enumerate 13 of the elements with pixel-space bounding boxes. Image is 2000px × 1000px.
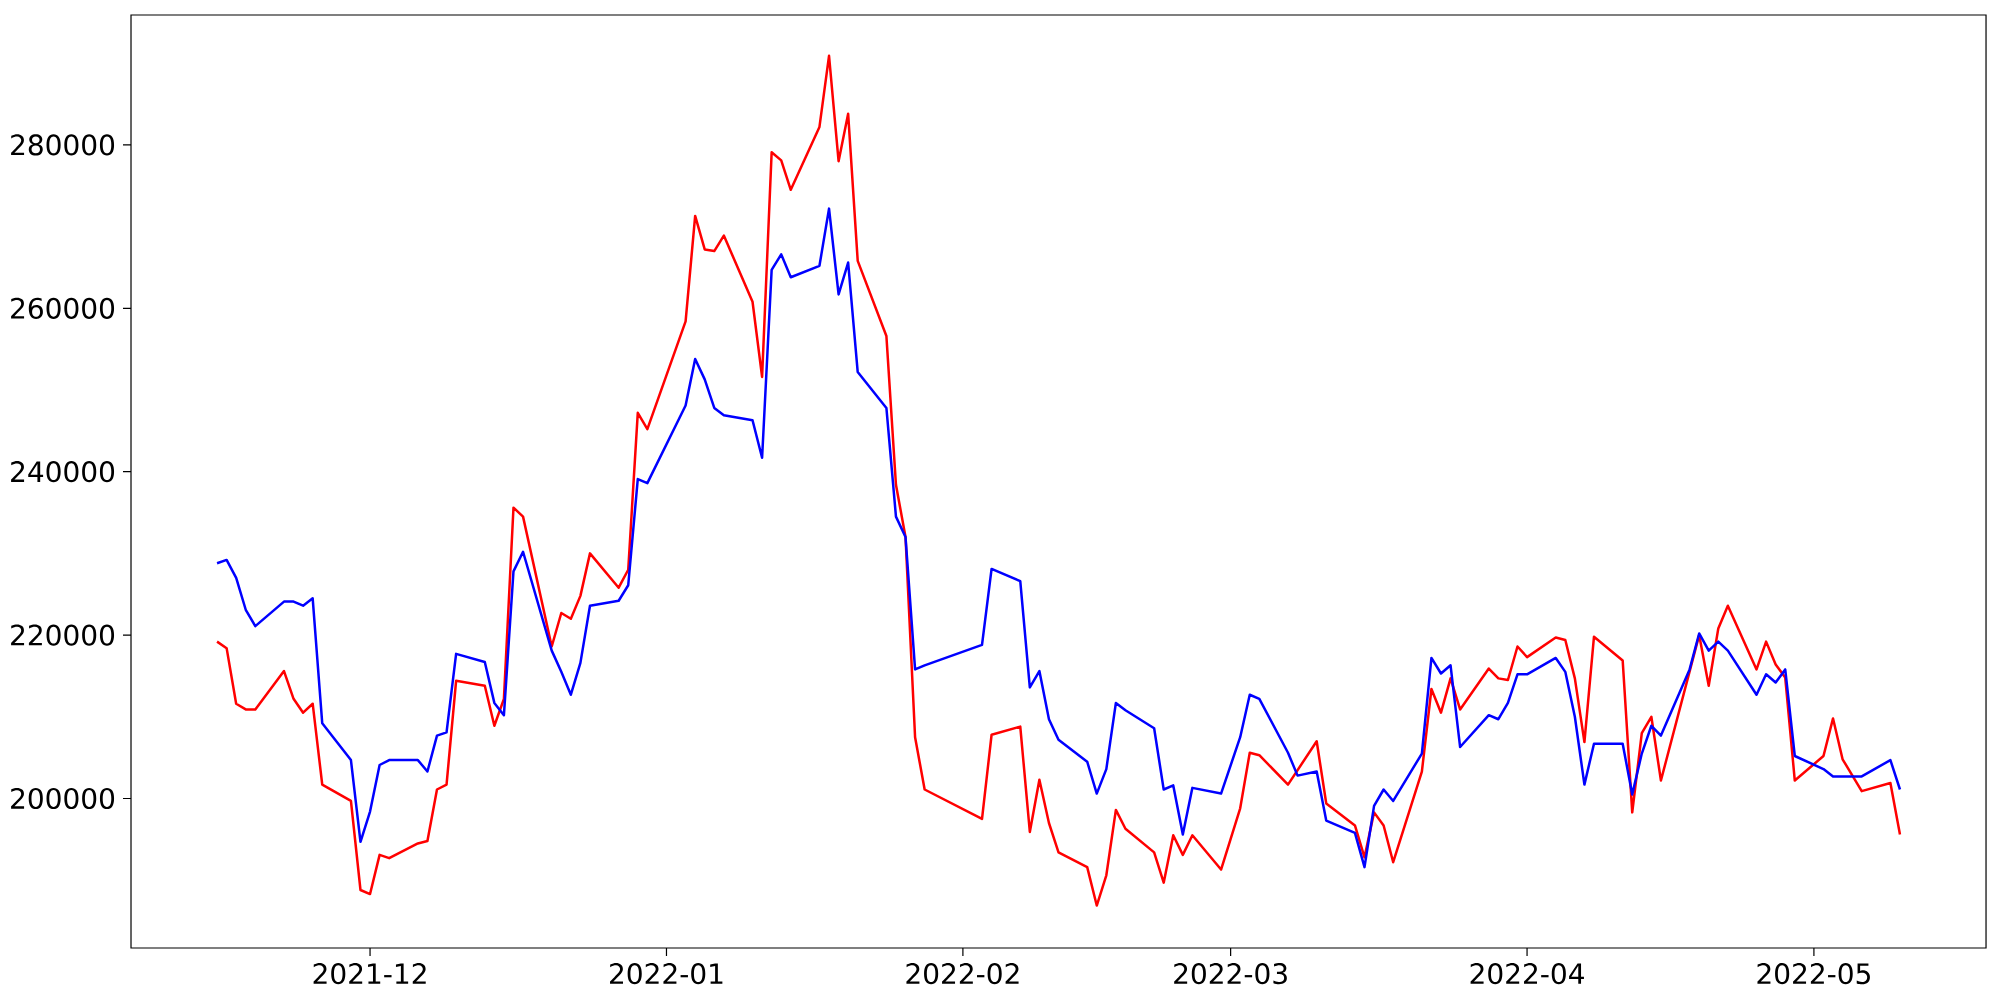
y-tick-label: 240000 <box>11 461 115 483</box>
x-tick-label: 2022-05 <box>1757 963 1870 985</box>
y-tick-label: 200000 <box>11 787 115 810</box>
x-tick-label: 2022-01 <box>610 963 723 985</box>
y-tick-label: 280000 <box>11 134 115 156</box>
x-tick-label: 2022-04 <box>1470 963 1584 985</box>
y-tick-label: 260000 <box>11 297 115 319</box>
line-series <box>215 207 1902 869</box>
x-tick-label: 2022-03 <box>1174 963 1287 985</box>
x-tick-label: 2021-12 <box>313 963 426 985</box>
y-tick-label: 220000 <box>11 624 115 646</box>
line-series <box>215 54 1902 907</box>
x-tick-label: 2022-02 <box>906 963 1019 985</box>
